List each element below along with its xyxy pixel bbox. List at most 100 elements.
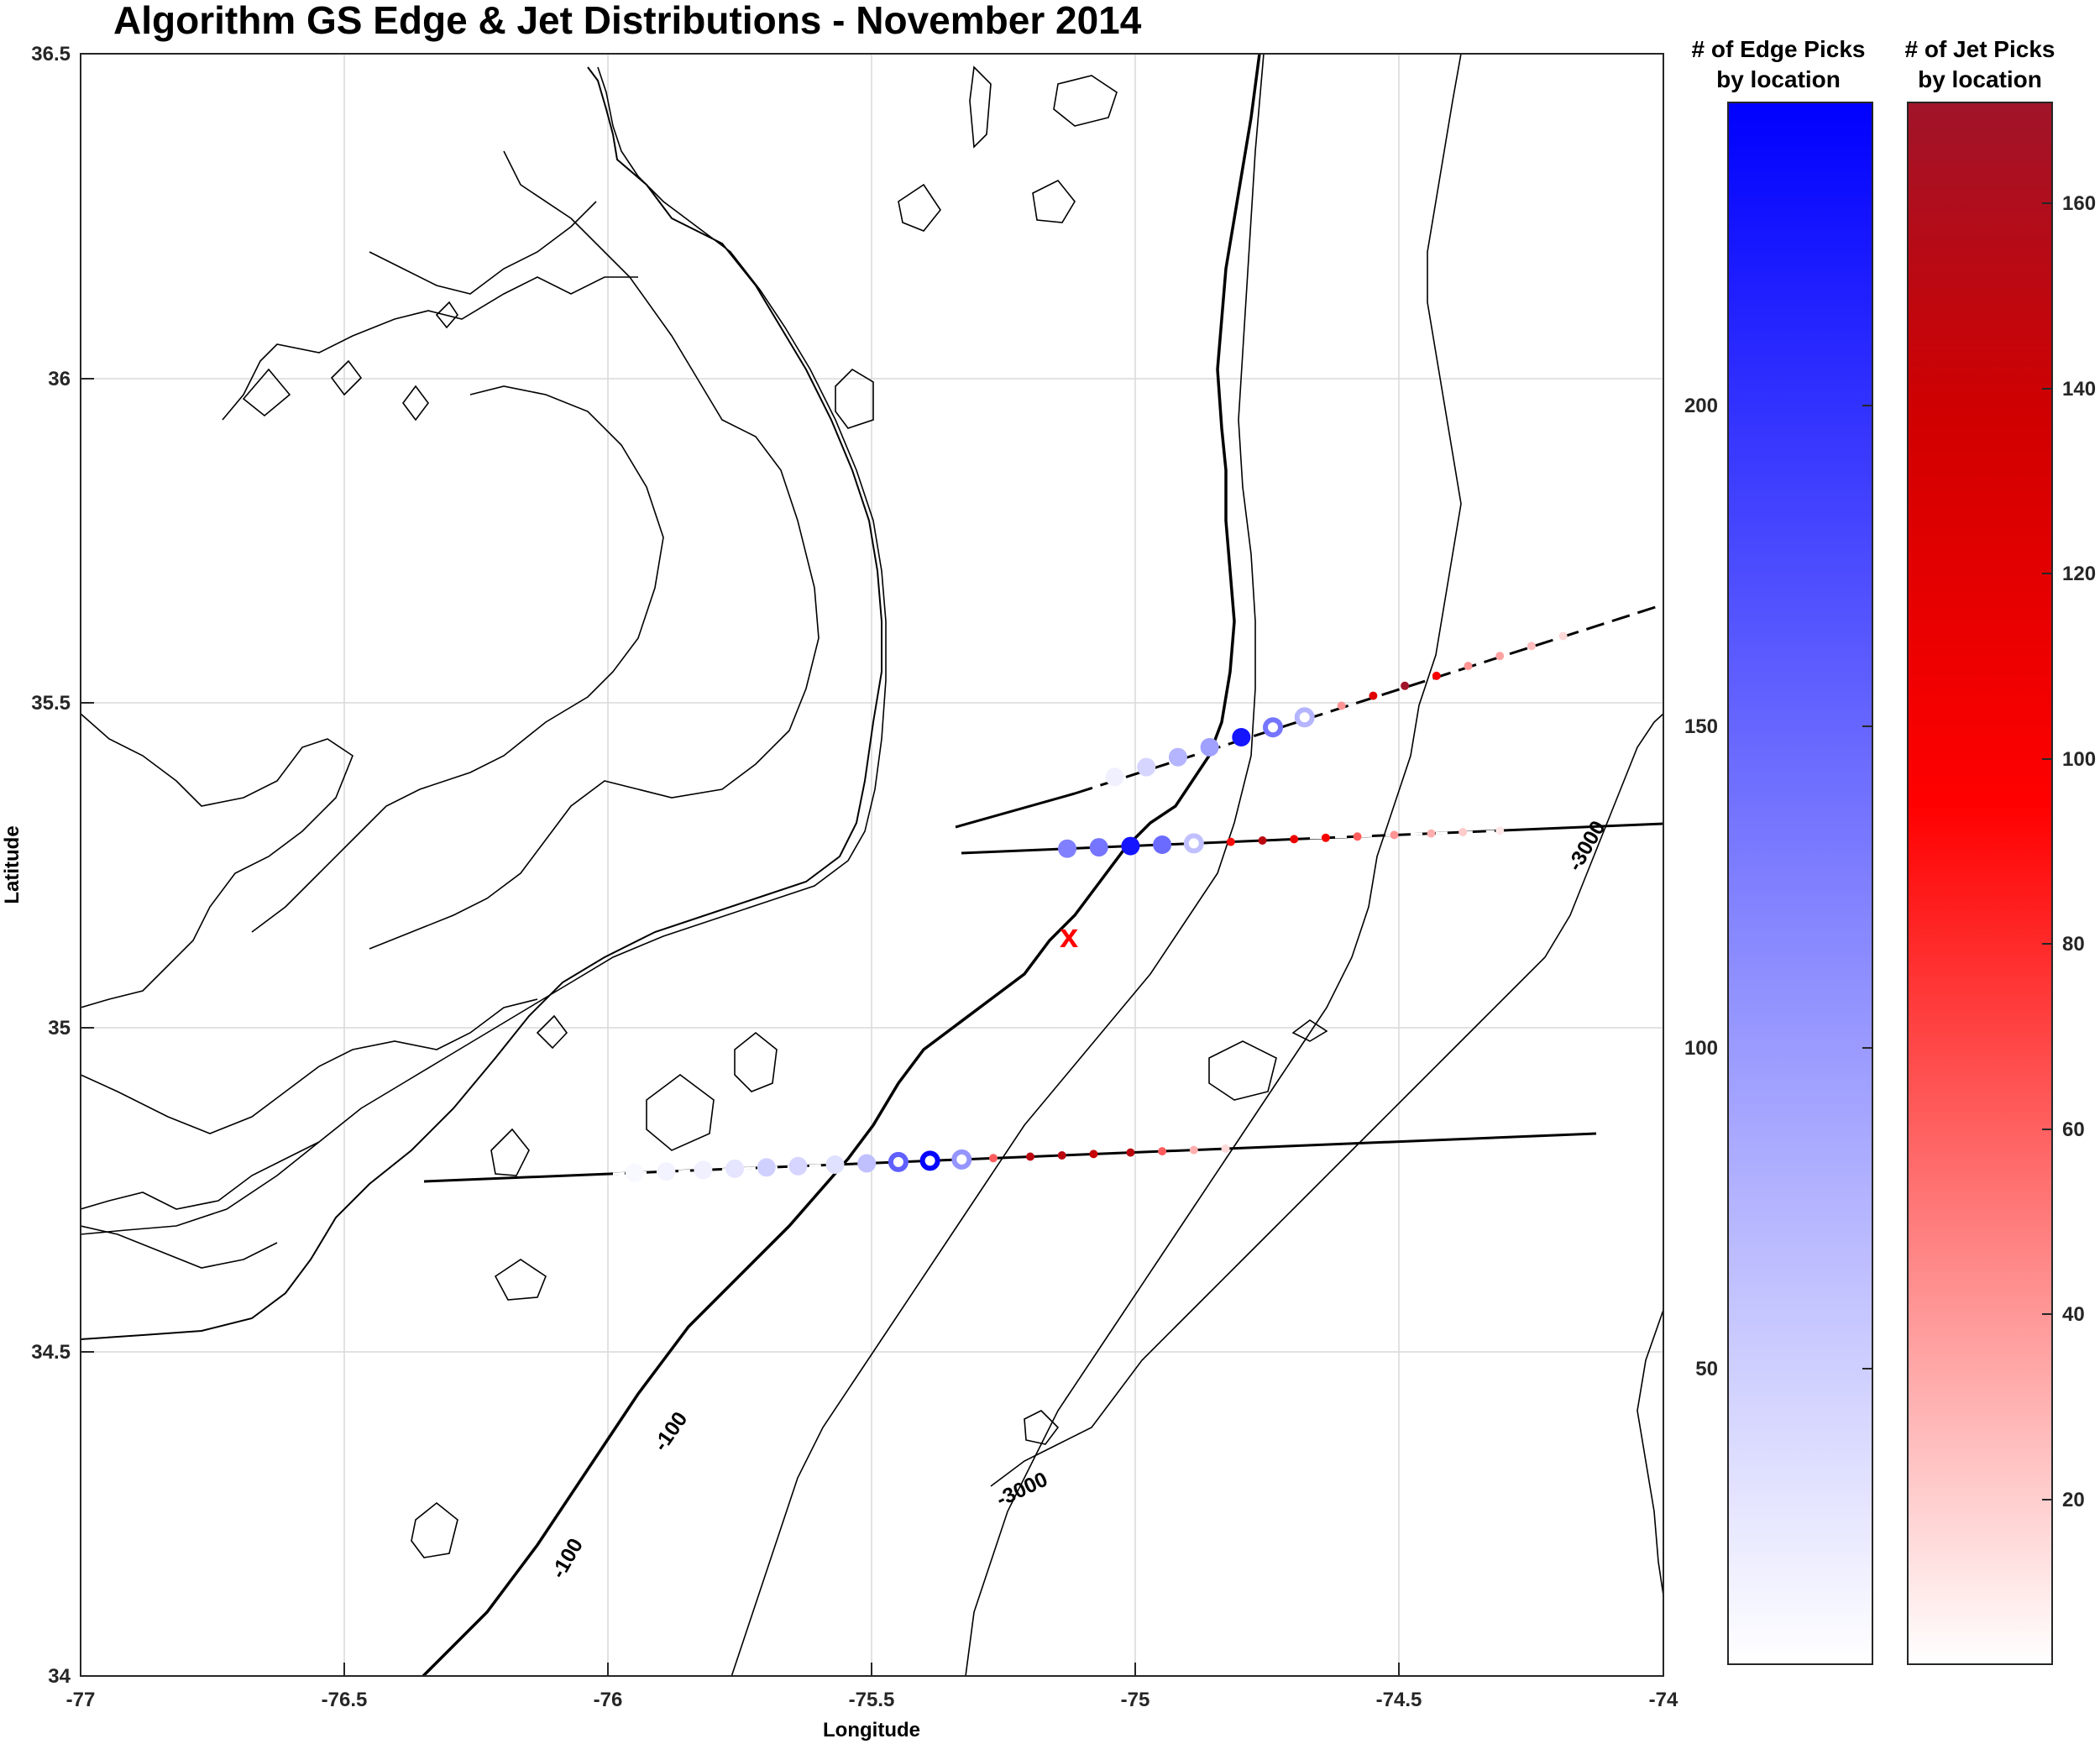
edge-pick-marker [1153,835,1172,854]
edge-colorbar-tick: 200 [1684,395,1718,417]
edge-pick-marker [1137,757,1156,777]
jet-colorbar [1907,102,2053,1665]
seamount [835,368,874,429]
jet-colorbar-subtitle: by location [1918,66,2042,92]
seamount [969,65,992,149]
edge-pick-marker [1168,747,1187,767]
y-tick-label: 34 [48,1665,71,1688]
coastline [81,66,882,1340]
location-marker-x: x [1060,918,1078,955]
x-tick-label: -77 [66,1689,96,1711]
y-axis-label: Latitude [1,825,24,903]
jet-pick-marker [1558,631,1568,641]
jet-pick-marker [1432,671,1441,680]
edge-pick-marker [1200,737,1219,757]
jet-pick-marker [1126,1148,1135,1157]
jet-pick-marker [1458,828,1468,836]
jet-pick-marker [1226,837,1235,846]
x-tick-label: -75 [1121,1689,1150,1711]
jet-colorbar-tick: 60 [2062,1118,2085,1141]
island [242,368,291,417]
y-tick-label: 35 [48,1017,71,1040]
grid-lines [81,54,1663,1676]
edge-pick-markers [625,707,1315,1182]
x-axis-label: Longitude [823,1719,920,1741]
seamount [494,1259,547,1301]
jet-colorbar-title: # of Jet Picks [1905,36,2055,62]
transect-line-north [955,792,1076,829]
contour-3000m [990,713,1663,1487]
sound-shoreline [81,1225,278,1269]
jet-pick-marker [1401,681,1410,690]
jet-pick-marker [1495,652,1505,661]
seamount [898,183,941,232]
jet-pick-marker [1337,701,1346,710]
seamount [1291,1019,1328,1042]
edge-pick-marker [694,1160,713,1180]
edge-pick-marker [725,1159,745,1178]
jet-pick-marker [1258,836,1267,845]
jet-pick-marker [1158,1147,1167,1156]
jet-colorbar-tick: 160 [2062,192,2096,215]
y-tick-label: 35.5 [31,692,71,715]
edge-colorbar-tick: 150 [1684,715,1718,738]
edge-pick-marker [788,1156,808,1176]
edge-pick-marker [757,1158,776,1177]
contour-1000m [731,54,1265,1676]
jet-pick-marker [1495,826,1505,835]
barrier-island [81,66,887,1235]
jet-pick-marker [1427,829,1436,838]
contour-3000m [1637,1309,1663,1596]
edge-pick-marker [919,1150,940,1171]
sound-shoreline [81,998,538,1134]
seamount [1053,75,1118,127]
x-tick-label: -75.5 [849,1689,895,1711]
jet-pick-marker [1089,1150,1098,1159]
jet-colorbar-tick: 140 [2062,378,2096,401]
chart-title: Algorithm GS Edge & Jet Distributions - … [113,0,1142,42]
x-tick-label: -76 [594,1689,623,1711]
x-tick-label: -74.5 [1376,1689,1422,1711]
edge-pick-marker [1058,839,1076,858]
edge-colorbar-title: # of Edge Picks [1692,36,1866,62]
edge-pick-marker [1294,707,1315,728]
jet-pick-marker [1189,1145,1198,1155]
jet-pick-marker [1057,1151,1066,1160]
sound-shoreline [81,1141,320,1210]
island [435,301,459,329]
sound-shoreline [222,276,638,421]
edge-pick-marker [1232,728,1251,746]
edge-pick-marker [1183,833,1204,854]
island [536,1014,568,1050]
jet-pick-marker [1221,1144,1230,1153]
jet-pick-marker [1464,662,1473,671]
contour-100m [421,54,1261,1676]
sound-shoreline [251,385,664,933]
edge-colorbar-ticks [1862,405,1872,1370]
contour-2000m [965,54,1462,1676]
edge-colorbar [1727,102,1873,1665]
jet-pick-marker [1369,691,1378,700]
map-layer [81,54,1663,1676]
jet-pick-marker [1527,642,1536,651]
seamount [646,1074,715,1151]
jet-colorbar-tick: 80 [2062,933,2085,956]
seamount [490,1128,530,1176]
edge-pick-marker [1263,717,1283,738]
seamount [1032,179,1076,223]
jet-pick-marker [989,1154,998,1163]
edge-colorbar-tick: 100 [1684,1037,1718,1060]
island [402,385,429,422]
edge-pick-marker [951,1149,972,1170]
seamount [1024,1410,1060,1445]
edge-pick-marker [1121,836,1140,856]
seamount [411,1501,458,1558]
edge-pick-marker [1105,767,1124,787]
jet-pick-marker [1321,833,1330,842]
edge-pick-marker [625,1163,644,1182]
seamount [734,1031,778,1092]
jet-colorbar-tick: 100 [2062,748,2096,771]
jet-colorbar-tick: 20 [2062,1489,2085,1511]
axis-ticks [80,53,1664,1677]
edge-pick-marker [825,1155,845,1174]
